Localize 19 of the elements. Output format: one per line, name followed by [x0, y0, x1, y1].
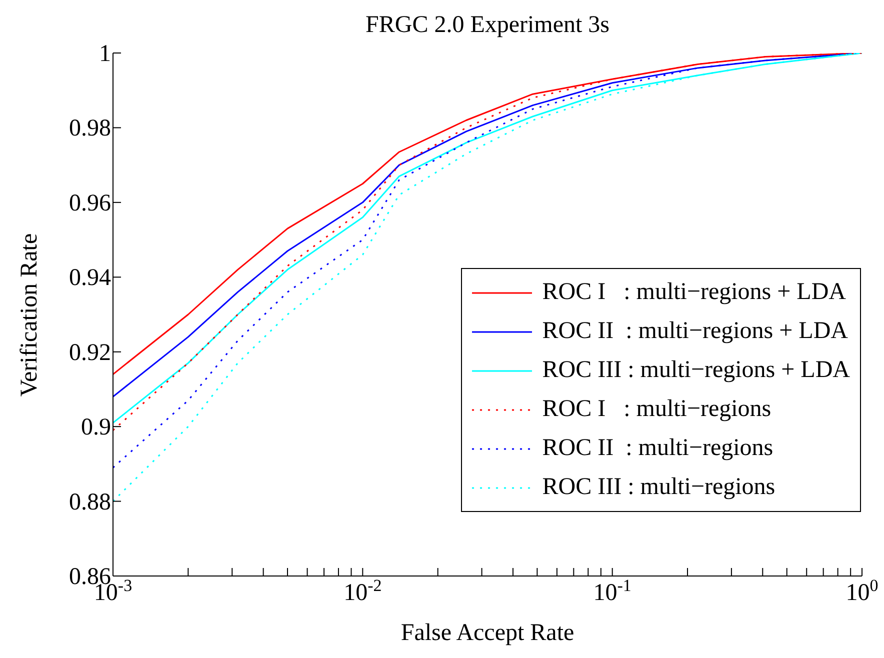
y-tick-label: 1	[99, 41, 111, 67]
chart-title: FRGC 2.0 Experiment 3s	[364, 12, 610, 39]
legend-label: ROC II : multi−regions	[542, 435, 774, 462]
y-tick-label: 0.88	[69, 489, 111, 516]
y-tick-label: 0.9	[81, 414, 111, 441]
legend-label: ROC III : multi−regions + LDA	[542, 357, 850, 384]
x-tick-label: 10$^{-1}$	[593, 576, 632, 606]
legend-label: ROC I : multi−regions + LDA	[542, 279, 846, 306]
y-tick-label: 0.96	[69, 190, 111, 216]
legend-label: ROC I : multi−regions	[542, 396, 772, 423]
legend-label: ROC II : multi−regions + LDA	[542, 318, 848, 345]
x-axis-title: False Accept Rate	[400, 620, 576, 647]
y-tick-label: 0.92	[69, 340, 111, 366]
x-tick-label: 10$^{0}$	[846, 576, 878, 606]
y-tick-label: 0.98	[69, 116, 111, 142]
y-axis-title: Verification Rate	[16, 232, 44, 396]
legend-label: ROC III : multi−regions	[542, 474, 776, 501]
x-tick-label: 10$^{-2}$	[344, 576, 382, 606]
y-tick-label: 0.94	[69, 265, 111, 292]
